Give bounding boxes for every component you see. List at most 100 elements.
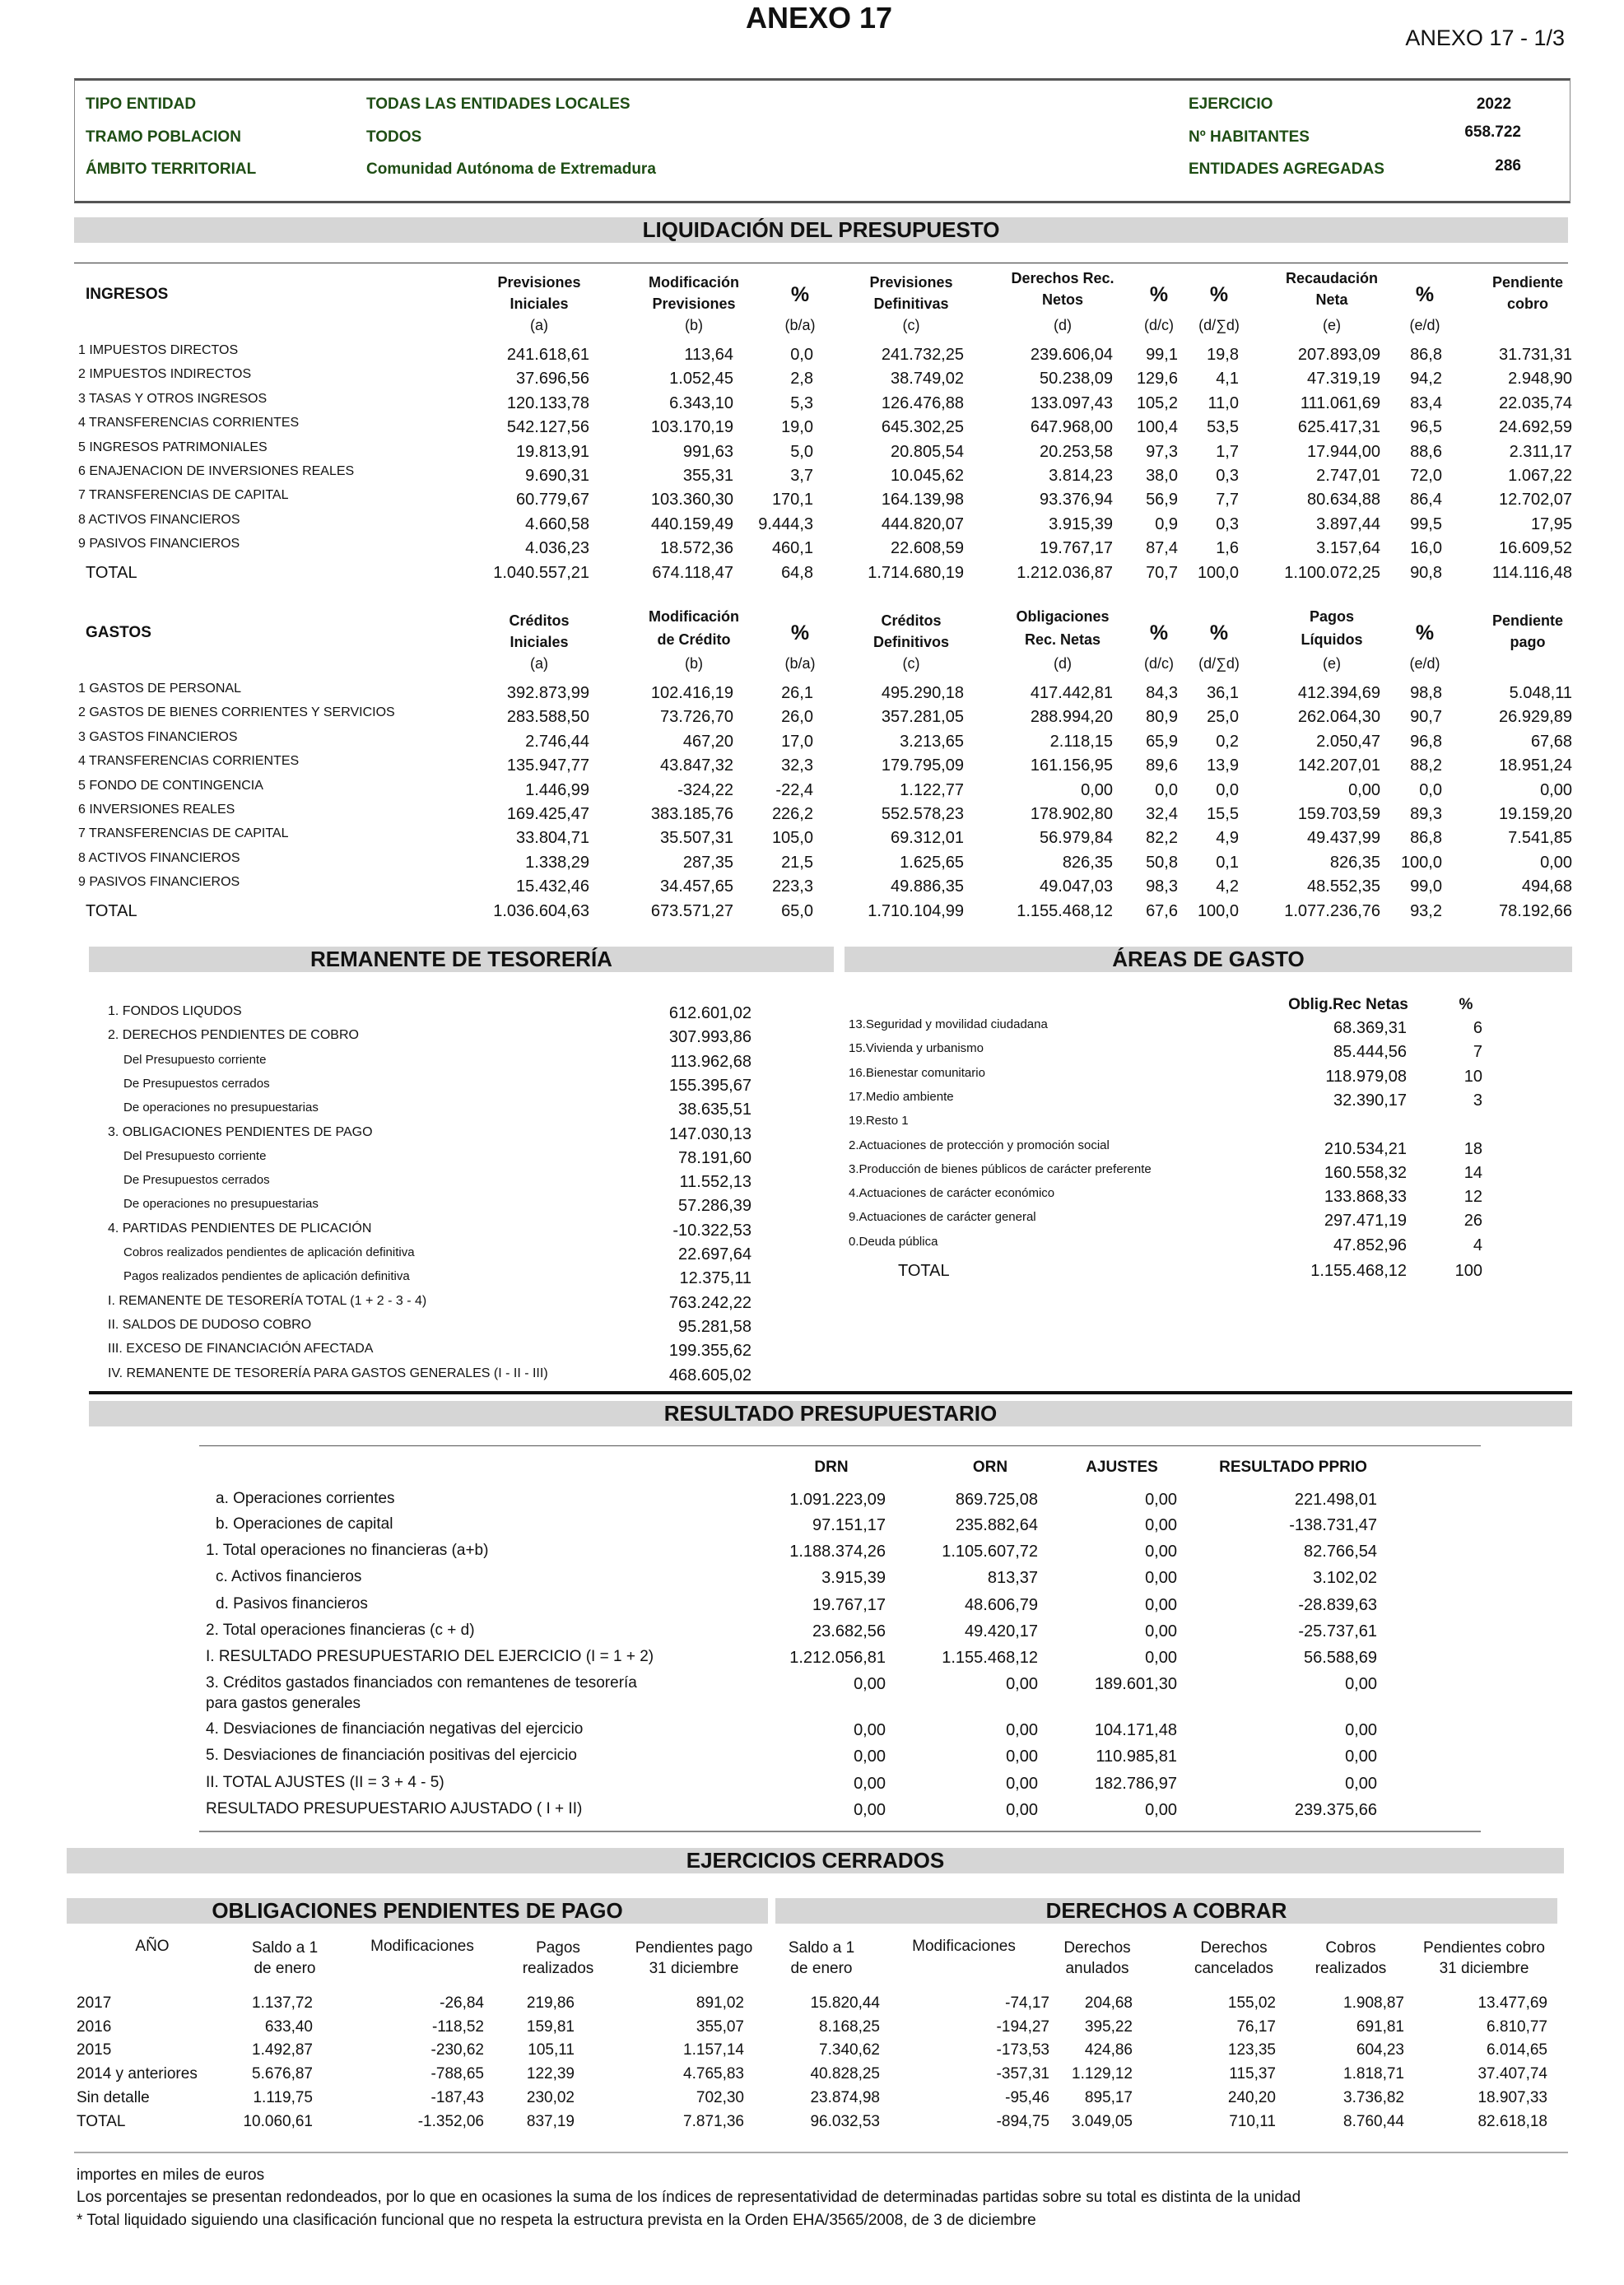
ejercicios-col-header: 31 diciembre: [649, 1960, 739, 1977]
ingresos-row-value: 99,1: [1146, 346, 1178, 364]
ingresos-row-value: 120.133,78: [506, 393, 589, 412]
ingresos-row-value: 83,4: [1410, 393, 1442, 412]
gastos-row-label: 5 FONDO DE CONTINGENCIA: [78, 778, 263, 793]
gastos-row-value: 98,8: [1410, 684, 1442, 702]
gastos-row-value: 100,0: [1400, 853, 1442, 872]
footnote-units: importes en miles de euros: [77, 2166, 265, 2184]
ejercicios-row-value: 710,11: [1229, 2112, 1276, 2130]
gastos-col-header: (a): [530, 655, 548, 672]
ingresos-total-value: 100,0: [1197, 563, 1239, 582]
ejercicios-year-label: 2014 y anteriores: [77, 2065, 198, 2083]
gastos-col-header: (e): [1323, 655, 1341, 672]
gastos-row-value: 102.416,19: [650, 684, 733, 702]
ejercicios-row-value: 82.618,18: [1477, 2112, 1547, 2130]
remanente-item-value: 78.191,60: [678, 1148, 752, 1167]
gastos-row-value: 5.048,11: [1509, 684, 1572, 702]
ejercicios-row-value: -95,46: [1005, 2088, 1049, 2106]
gastos-row-value: 17,0: [781, 732, 813, 751]
ejercicios-row-value: -187,43: [430, 2088, 484, 2106]
ejercicios-row-value: -74,17: [1005, 1994, 1049, 2012]
gastos-row-value: 82,2: [1146, 829, 1178, 848]
ingresos-row-value: 7,7: [1216, 491, 1239, 510]
gastos-col-header: Modificación: [648, 608, 739, 625]
ingresos-row-value: 4.660,58: [525, 514, 589, 533]
areas-item-pct: 12: [1463, 1188, 1482, 1207]
gastos-row-value: 412.394,69: [1297, 684, 1380, 702]
ingresos-col-header-pct: %: [1415, 283, 1435, 306]
gastos-total-value: 1.036.604,63: [493, 901, 589, 920]
footnote-functional: * Total liquidado siguiendo una clasific…: [77, 2212, 1036, 2229]
gastos-col-header: Pagos: [1309, 608, 1355, 625]
gastos-col-header-pct: %: [1415, 621, 1435, 645]
resultado-row-value: 0,00: [1345, 1747, 1377, 1766]
remanente-item-value: 113.962,68: [670, 1052, 752, 1071]
areas-col-header-pct: %: [1459, 996, 1473, 1013]
gastos-row-value: 32,3: [781, 756, 813, 775]
ingresos-row-value: 542.127,56: [506, 418, 589, 437]
ejercicios-row-value: 230,02: [526, 2088, 575, 2106]
ejercicios-section-title: EJERCICIOS CERRADOS: [67, 1848, 1564, 1873]
page-title: ANEXO 17: [745, 1, 893, 35]
remanente-item-value: 57.286,39: [678, 1197, 752, 1216]
resultado-row-label: II. TOTAL AJUSTES (II = 3 + 4 - 5): [206, 1774, 444, 1791]
gastos-row-value: 49.047,03: [1040, 877, 1113, 896]
gastos-total-value: 1.155.468,12: [1017, 901, 1113, 920]
gastos-row-value: 169.425,47: [506, 805, 589, 823]
resultado-row-value: 0,00: [1145, 1622, 1177, 1640]
remanente-item-label: 1. FONDOS LIQUDOS: [108, 1004, 242, 1018]
ingresos-col-header: Previsiones: [497, 274, 581, 291]
remanente-section-title: REMANENTE DE TESORERÍA: [89, 947, 834, 972]
areas-item-value: 160.558,32: [1324, 1163, 1407, 1182]
ingresos-col-header: cobro: [1506, 296, 1548, 312]
gastos-row-value: 84,3: [1146, 684, 1178, 702]
ejercicios-row-value: 6.014,65: [1487, 2041, 1547, 2059]
remanente-item-label: 4. PARTIDAS PENDIENTES DE PLICACIÓN: [108, 1221, 372, 1236]
gastos-row-value: 392.873,99: [506, 684, 589, 702]
ingresos-col-header-pct: %: [1149, 283, 1169, 306]
remanente-item-value: 468.605,02: [668, 1366, 752, 1384]
remanente-subitem-label: De Presupuestos cerrados: [123, 1076, 270, 1091]
ejercicios-row-value: 4.765,83: [683, 2065, 744, 2083]
areas-item-value: 210.534,21: [1324, 1139, 1407, 1158]
resultado-row-label: b. Operaciones de capital: [216, 1515, 393, 1533]
resultado-row-value: 0,00: [1145, 1491, 1177, 1509]
ingresos-col-header-formula: (d/∑d): [1198, 317, 1240, 333]
ejercicio-label: EJERCICIO: [1189, 95, 1273, 113]
ingresos-col-header: Iniciales: [510, 296, 569, 312]
gastos-row-label: 2 GASTOS DE BIENES CORRIENTES Y SERVICIO…: [78, 705, 395, 720]
ejercicios-row-value: 633,40: [264, 2017, 313, 2036]
resultado-row-value: 0,00: [1345, 1775, 1377, 1793]
remanente-item-label: 3. OBLIGACIONES PENDIENTES DE PAGO: [108, 1124, 373, 1139]
gastos-row-label: 9 PASIVOS FINANCIEROS: [78, 875, 240, 890]
gastos-col-header-formula: (b/a): [784, 655, 816, 672]
ejercicios-col-header: Derechos: [1200, 1939, 1268, 1957]
ejercicios-col-header: Saldo a 1: [788, 1939, 855, 1957]
ejercicios-row-value: 702,30: [696, 2088, 744, 2106]
ejercicios-row-value: -26,84: [440, 1994, 484, 2012]
ejercicios-row-value: -788,65: [430, 2065, 484, 2083]
page-number: ANEXO 17 - 1/3: [1405, 26, 1565, 50]
gastos-row-label: 4 TRANSFERENCIAS CORRIENTES: [78, 754, 300, 769]
remanente-item-label: III. EXCESO DE FINANCIACIÓN AFECTADA: [108, 1342, 374, 1357]
entidades-agregadas-label: ENTIDADES AGREGADAS: [1189, 161, 1384, 178]
ejercicios-row-value: 240,20: [1227, 2088, 1276, 2106]
ejercicios-row-value: 204,68: [1084, 1994, 1133, 2012]
resultado-row-value: 19.767,17: [812, 1596, 886, 1614]
ingresos-row-value: 0,9: [1155, 514, 1178, 533]
ingresos-row-value: 3.814,23: [1049, 467, 1113, 485]
resultado-row-value: 82.766,54: [1304, 1543, 1377, 1561]
ejercicios-row-value: 40.828,25: [810, 2065, 880, 2083]
ejercicios-row-value: 123,35: [1227, 2041, 1276, 2059]
ingresos-row-value: 3,7: [790, 467, 813, 485]
gastos-total-value: 1.077.236,76: [1284, 901, 1380, 920]
gastos-row-value: 0,0: [1216, 780, 1239, 799]
ejercicios-row-value: 395,22: [1084, 2017, 1133, 2036]
gastos-col-header: Definitivos: [872, 634, 949, 650]
ejercicios-col-header: Derechos: [1063, 1939, 1131, 1957]
resultado-col-header: AJUSTES: [1086, 1459, 1158, 1476]
areas-item-pct: 10: [1463, 1067, 1482, 1086]
ingresos-row-value: 3.157,64: [1316, 539, 1380, 558]
ingresos-col-header: Previsiones: [869, 274, 953, 291]
areas-item-value: 118.979,08: [1325, 1067, 1407, 1086]
ejercicios-row-value: -894,75: [996, 2112, 1049, 2130]
